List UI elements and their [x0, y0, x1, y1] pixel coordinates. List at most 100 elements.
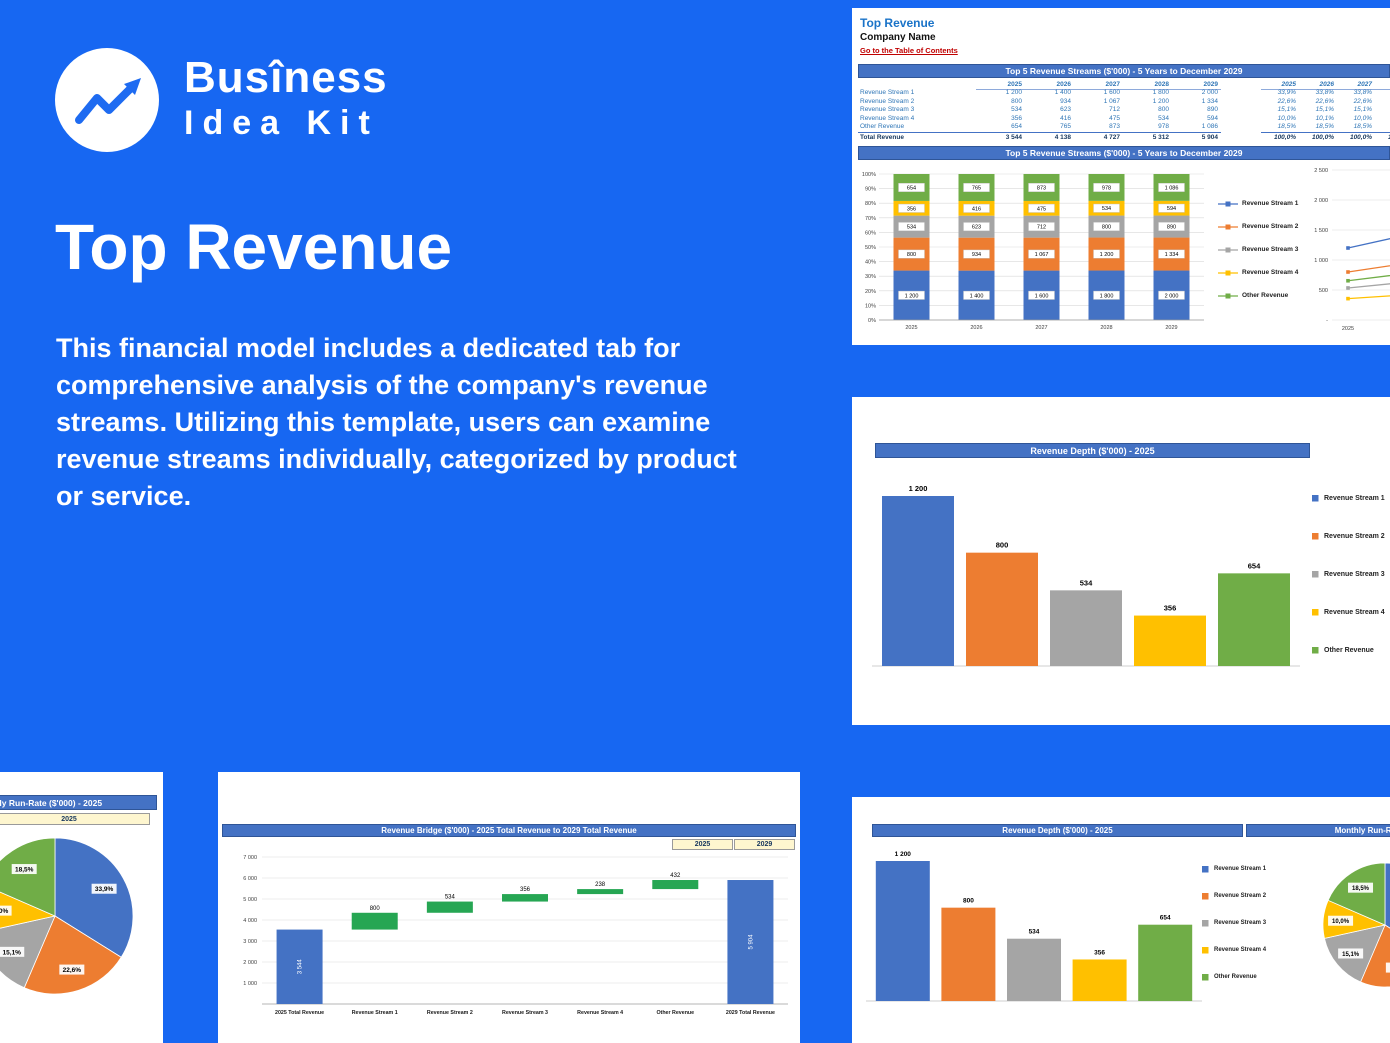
- legend-label: Revenue Stream 3: [1324, 570, 1385, 578]
- svg-text:712: 712: [1037, 225, 1046, 231]
- trend-arrow-icon: [75, 78, 141, 124]
- svg-text:356: 356: [520, 887, 531, 893]
- sheet-title: Top Revenue: [860, 16, 935, 30]
- legend-label: Revenue Stream 1: [1242, 200, 1299, 207]
- table-cell: Revenue Stream 1: [860, 89, 915, 96]
- legend-marker-icon: [1202, 919, 1209, 926]
- table-cell: 2027: [1074, 80, 1123, 90]
- svg-text:33,9%: 33,9%: [95, 886, 114, 893]
- legend-label: Revenue Stream 4: [1214, 946, 1267, 953]
- table-cell: 1 086: [1201, 123, 1218, 130]
- depth-bar-chart: 1 200 800 534 356 654: [872, 484, 1300, 667]
- legend-label: Revenue Stream 2: [1242, 223, 1299, 230]
- legend-marker-icon: [1312, 609, 1319, 616]
- table-cell: 356: [1011, 114, 1022, 122]
- chart-header-band: Revenue Bridge ($'000) - 2025 Total Reve…: [222, 824, 796, 837]
- svg-text:20%: 20%: [865, 289, 876, 295]
- legend-item-revenue-stream-3: Revenue Stream 3: [1202, 909, 1266, 936]
- svg-text:238: 238: [595, 882, 606, 888]
- table-cell: 100,0%: [1261, 131, 1299, 143]
- year-selector-cell-end[interactable]: 2029: [734, 839, 795, 850]
- revenue-depth-panel: Revenue Depth ($'000) - 2025 1 200 800 534…: [852, 397, 1390, 725]
- brand-logo: [55, 48, 159, 152]
- svg-text:2025: 2025: [905, 325, 917, 331]
- depth-and-run-rate-panel: Revenue Depth ($'000) - 2025 Monthly Run…: [852, 797, 1390, 1043]
- table-cell: 18,5%: [1315, 123, 1334, 130]
- svg-text:3 000: 3 000: [243, 939, 257, 945]
- chart-header-band: Revenue Depth ($'000) - 2025: [875, 443, 1310, 458]
- legend-label: Other Revenue: [1214, 973, 1257, 980]
- legend-marker-icon: [1312, 647, 1319, 654]
- table-cell: 3 544: [976, 131, 1025, 143]
- svg-text:890: 890: [1167, 225, 1176, 231]
- legend-label: Revenue Stream 3: [1214, 919, 1267, 926]
- table-cell: 100,0%: [1299, 131, 1337, 143]
- table-row: Total Revenue 3 544 4 138 4 727 5 312 5 904 10…: [858, 131, 1390, 143]
- svg-text:1 000: 1 000: [243, 981, 257, 987]
- table-cell: 18,5%: [1353, 123, 1372, 130]
- table-cell: 5 312: [1123, 131, 1172, 143]
- table-cell: 1 334: [1201, 97, 1218, 105]
- svg-text:50%: 50%: [865, 245, 876, 251]
- legend-item-other-revenue: Other Revenue: [1312, 631, 1385, 669]
- table-row: Revenue Stream 4 356 416 475 534 594 10,0% 10,1…: [858, 115, 1390, 124]
- svg-text:534: 534: [1029, 929, 1040, 936]
- brand-name: Busîness Idea Kit: [184, 56, 388, 141]
- table-cell: 475: [1109, 114, 1120, 122]
- year-selector-cell[interactable]: 2025: [0, 813, 150, 825]
- table-of-contents-link[interactable]: Go to the Table of Contents: [860, 46, 958, 55]
- table-cell: 800: [1011, 97, 1022, 105]
- table-cell: 873: [1109, 123, 1120, 130]
- table-cell: 712: [1109, 106, 1120, 113]
- svg-text:-: -: [1326, 318, 1328, 324]
- svg-text:2025: 2025: [1342, 326, 1354, 332]
- svg-text:80%: 80%: [865, 201, 876, 207]
- svg-text:6 000: 6 000: [243, 876, 257, 882]
- legend-label: Other Revenue: [1242, 292, 1289, 299]
- svg-text:30%: 30%: [865, 274, 876, 280]
- svg-text:356: 356: [907, 206, 916, 212]
- svg-text:416: 416: [972, 206, 981, 212]
- table-row: 202520262027202820292025202620272028: [858, 80, 1390, 90]
- svg-text:534: 534: [1102, 206, 1111, 212]
- table-cell: 890: [1207, 106, 1218, 113]
- legend-item-other-revenue: Other Revenue: [1202, 963, 1266, 990]
- table-cell: 10,1%: [1375, 115, 1390, 124]
- year-selector-cell-start[interactable]: 2025: [672, 839, 733, 850]
- table-cell: 15,1%: [1277, 106, 1296, 113]
- svg-text:10%: 10%: [865, 303, 876, 309]
- svg-text:4 000: 4 000: [243, 918, 257, 924]
- svg-text:2 000: 2 000: [1165, 293, 1179, 299]
- svg-text:623: 623: [972, 225, 981, 231]
- svg-text:654: 654: [1248, 561, 1261, 570]
- svg-text:654: 654: [1160, 915, 1171, 922]
- table-cell: 765: [1060, 123, 1071, 130]
- legend-item-revenue-stream-2: Revenue Stream 2: [1312, 517, 1385, 555]
- svg-text:10,0%: 10,0%: [1332, 919, 1350, 925]
- table-cell: 2025: [1261, 80, 1299, 90]
- table-row: Revenue Stream 2 800 934 1 067 1 200 1 334 22,…: [858, 98, 1390, 107]
- svg-text:18,5%: 18,5%: [1352, 886, 1370, 892]
- legend-marker-icon: [1312, 495, 1319, 502]
- svg-text:15,1%: 15,1%: [1342, 952, 1360, 958]
- table-cell: 15,1%: [1315, 106, 1334, 113]
- legend-item-revenue-stream-4: Revenue Stream 4: [1202, 936, 1266, 963]
- table-cell: 10,0%: [1277, 114, 1296, 122]
- svg-text:Revenue Stream 1: Revenue Stream 1: [352, 1010, 398, 1016]
- svg-text:1 600: 1 600: [1035, 293, 1049, 299]
- svg-text:1 200: 1 200: [1100, 252, 1114, 258]
- svg-text:Other Revenue: Other Revenue: [656, 1010, 694, 1016]
- svg-text:15,1%: 15,1%: [3, 949, 22, 956]
- svg-text:1 400: 1 400: [970, 293, 984, 299]
- legend-marker-icon: [1218, 201, 1238, 206]
- legend-label: Revenue Stream 3: [1242, 246, 1299, 253]
- svg-text:934: 934: [972, 252, 981, 258]
- depth-bar-chart: 1 200 800 534 356 654: [866, 851, 1202, 1002]
- pie-chart: 33,9%22,6%15,1%10,0%18,5%: [1322, 862, 1390, 988]
- table-cell: 2 000: [1201, 89, 1218, 96]
- legend-item-revenue-stream-1: Revenue Stream 1: [1202, 855, 1266, 882]
- svg-text:800: 800: [963, 898, 974, 905]
- svg-text:800: 800: [370, 906, 381, 912]
- svg-text:1 500: 1 500: [1314, 228, 1328, 234]
